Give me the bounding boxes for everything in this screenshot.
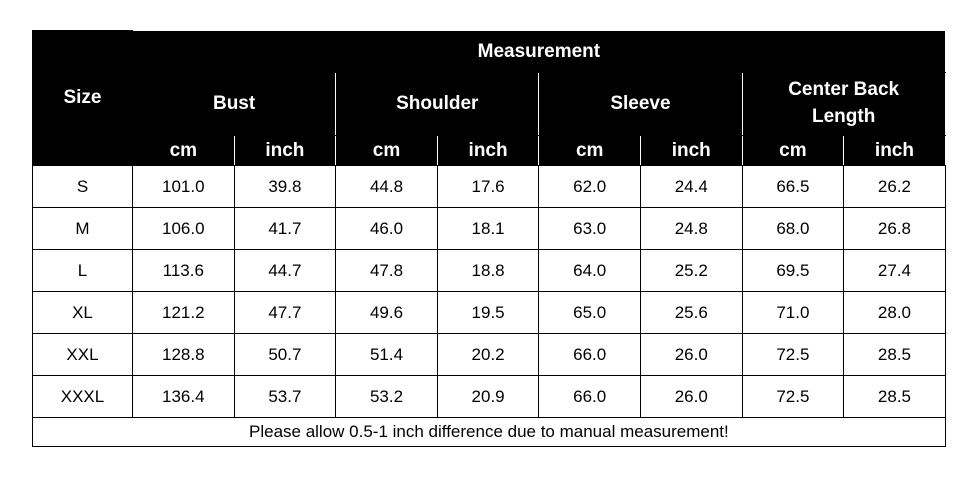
- measure-cell: 47.8: [335, 249, 438, 292]
- unit-header: cm: [538, 135, 641, 166]
- unit-header: cm: [132, 135, 235, 166]
- measure-cell: 26.8: [843, 207, 946, 250]
- size-cell: M: [32, 207, 133, 250]
- measure-cell: 113.6: [132, 249, 235, 292]
- measure-cell: 49.6: [335, 291, 438, 334]
- measure-cell: 19.5: [436, 291, 540, 334]
- measure-cell: 17.6: [436, 165, 540, 208]
- column-header-text: Center Back Length: [788, 79, 900, 127]
- size-table: Size Measurement Bust Shoulder Sleeve Center …: [32, 30, 946, 447]
- measure-cell: 44.7: [233, 249, 337, 292]
- unit-header: inch: [233, 135, 337, 166]
- measure-cell: 27.4: [843, 249, 946, 292]
- column-header: Bust: [131, 72, 337, 136]
- measure-cell: 64.0: [538, 249, 641, 292]
- unit-row: cm inch cm inch cm inch cm inch: [33, 135, 946, 166]
- data-row: XXXL 136.4 53.7 53.2 20.9 66.0 26.0 72.5 28.5: [32, 375, 946, 418]
- column-header-text: Bust: [212, 92, 256, 114]
- measure-cell: 26.0: [639, 333, 743, 376]
- measure-cell: 136.4: [132, 375, 235, 418]
- group-header: Measurement: [132, 30, 946, 73]
- measure-cell: 53.7: [233, 375, 337, 418]
- measure-cell: 72.5: [741, 375, 845, 418]
- size-cell: S: [32, 165, 133, 208]
- data-row: XL 121.2 47.7 49.6 19.5 65.0 25.6 71.0 28.0: [32, 291, 946, 334]
- measure-cell: 47.7: [233, 291, 337, 334]
- measure-cell: 106.0: [132, 207, 235, 250]
- size-cell: XXXL: [32, 375, 133, 418]
- column-header-text: Shoulder: [396, 92, 479, 114]
- measure-cell: 63.0: [538, 207, 641, 250]
- measure-cell: 18.8: [436, 249, 540, 292]
- measure-cell: 69.5: [741, 249, 845, 292]
- size-cell: XXL: [32, 333, 133, 376]
- measure-cell: 41.7: [233, 207, 337, 250]
- column-header: Sleeve: [538, 72, 743, 136]
- column-header-text: Sleeve: [610, 92, 671, 114]
- data-row: S 101.0 39.8 44.8 17.6 62.0 24.4 66.5 26.2: [32, 165, 946, 208]
- unit-header: cm: [335, 135, 438, 166]
- measure-cell: 25.2: [639, 249, 743, 292]
- header-row: Size Measurement: [32, 30, 946, 166]
- measure-cell: 20.2: [436, 333, 540, 376]
- measure-cell: 18.1: [436, 207, 540, 250]
- measure-cell: 24.8: [639, 207, 743, 250]
- unit-header: inch: [436, 135, 540, 166]
- measure-cell: 53.2: [335, 375, 438, 418]
- measure-cell: 65.0: [538, 291, 641, 334]
- measure-cell: 72.5: [741, 333, 845, 376]
- measure-cell: 68.0: [741, 207, 845, 250]
- measure-cell: 28.5: [843, 375, 946, 418]
- data-row: M 106.0 41.7 46.0 18.1 63.0 24.8 68.0 26.8: [32, 207, 946, 250]
- column-header-row: Bust Shoulder Sleeve Center Back Length: [33, 72, 946, 136]
- measure-cell: 66.5: [741, 165, 845, 208]
- measure-cell: 62.0: [538, 165, 641, 208]
- measure-cell: 28.0: [843, 291, 946, 334]
- unit-header: cm: [741, 135, 845, 166]
- measure-cell: 26.2: [843, 165, 946, 208]
- size-header: Size: [32, 30, 133, 166]
- measure-cell: 44.8: [335, 165, 438, 208]
- measure-cell: 28.5: [843, 333, 946, 376]
- measure-cell: 51.4: [335, 333, 438, 376]
- data-row: L 113.6 44.7 47.8 18.8 64.0 25.2 69.5 27.4: [32, 249, 946, 292]
- size-chart: Size Measurement Bust Shoulder Sleeve Center …: [32, 30, 946, 447]
- measure-cell: 66.0: [538, 333, 641, 376]
- measure-cell: 25.6: [639, 291, 743, 334]
- measure-cell: 20.9: [436, 375, 540, 418]
- measure-cell: 50.7: [233, 333, 337, 376]
- measure-cell: 46.0: [335, 207, 438, 250]
- measure-cell: 128.8: [132, 333, 235, 376]
- unit-header: inch: [639, 135, 743, 166]
- size-cell: L: [32, 249, 133, 292]
- measure-cell: 66.0: [538, 375, 641, 418]
- measure-cell: 24.4: [639, 165, 743, 208]
- column-header: Center Back Length: [741, 72, 946, 136]
- column-header: Shoulder: [335, 72, 540, 136]
- note-row: Please allow 0.5-1 inch difference due t…: [32, 417, 946, 447]
- measure-cell: 26.0: [639, 375, 743, 418]
- measure-cell: 39.8: [233, 165, 337, 208]
- measure-cell: 101.0: [132, 165, 235, 208]
- measure-cell: 121.2: [132, 291, 235, 334]
- size-cell: XL: [32, 291, 133, 334]
- note: Please allow 0.5-1 inch difference due t…: [32, 417, 946, 447]
- data-row: XXL 128.8 50.7 51.4 20.2 66.0 26.0 72.5 28.5: [32, 333, 946, 376]
- measure-cell: 71.0: [741, 291, 845, 334]
- unit-header: inch: [843, 135, 946, 166]
